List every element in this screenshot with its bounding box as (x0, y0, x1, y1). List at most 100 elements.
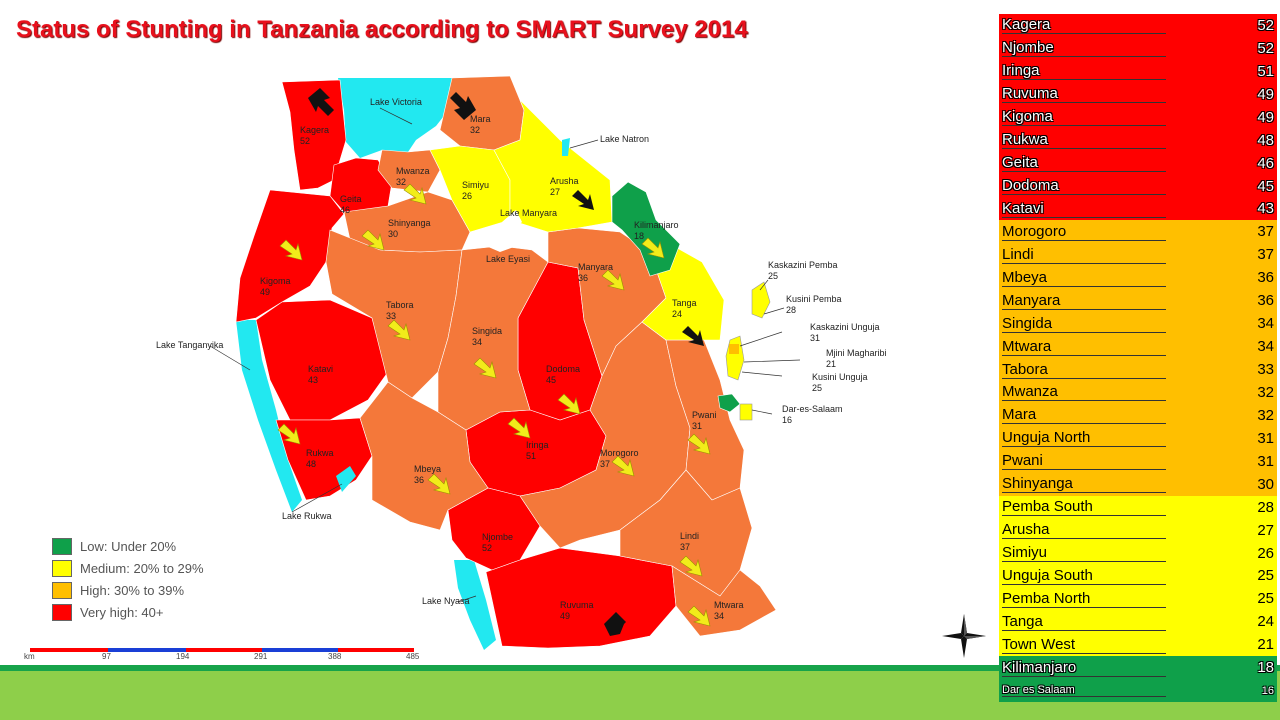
table-region-name: Unguja South (1002, 567, 1166, 585)
table-row: Tanga 24 (999, 610, 1277, 634)
label-kaskazini-pemba: Kaskazini Pemba 25 (768, 260, 838, 281)
table-region-value: 36 (1257, 269, 1274, 287)
table-region-name: Iringa (1002, 62, 1166, 81)
scale-label: km (24, 652, 35, 661)
arrow-down-right-icon (427, 473, 451, 495)
region-labels: Kagera 52 Mara 32 Mwanza 32 Geita 46 Simiyu 2… (260, 114, 744, 621)
scale-bar-labels: km 97 194 291 388 485 (24, 652, 424, 664)
table-row: Shinyanga 30 (999, 472, 1277, 496)
table-region-value: 49 (1257, 108, 1274, 126)
map-legend: Low: Under 20% Medium: 20% to 29% High: … (52, 535, 204, 623)
table-region-name: Njombe (1002, 39, 1166, 58)
table-row: Pemba South 28 (999, 495, 1277, 519)
table-region-value: 27 (1257, 521, 1274, 539)
label-katavi: Katavi 43 (308, 364, 333, 385)
region-mwanza (377, 149, 441, 193)
label-shinyanga: Shinyanga 30 (388, 218, 431, 239)
table-row: Unguja South 25 (999, 564, 1277, 588)
table-region-name: Pwani (1002, 452, 1166, 471)
black-arrows (308, 88, 704, 636)
label-mwanza: Mwanza 32 (396, 166, 430, 187)
table-region-name: Simiyu (1002, 544, 1166, 563)
table-region-name: Dar es Salaam (1002, 684, 1166, 698)
table-row: Dodoma 45 (999, 174, 1277, 198)
arrow-down-right-icon (473, 357, 497, 379)
table-region-value: 16 (1261, 684, 1274, 697)
table-row: Arusha 27 (999, 518, 1277, 542)
arrow-down-right-icon (687, 433, 711, 455)
dar-marker (739, 403, 753, 421)
label-arusha: Arusha 27 (550, 176, 579, 197)
region-ruvuma (485, 547, 677, 649)
label-geita: Geita 46 (340, 194, 362, 215)
arrow-down-right-icon (611, 455, 635, 477)
island-pemba (751, 281, 771, 319)
table-region-value: 25 (1257, 590, 1274, 608)
legend-swatch-medium (52, 559, 72, 577)
arrow-down-right-icon (450, 92, 476, 120)
label-pwani: Pwani 31 (692, 410, 717, 431)
yellow-arrows (277, 183, 711, 627)
legend-swatch-high (52, 581, 72, 599)
table-region-value: 28 (1257, 498, 1274, 516)
table-row: Town West 21 (999, 633, 1277, 657)
table-region-name: Mwanza (1002, 383, 1166, 402)
stunting-table: Kagera 52 Njombe 52 Iringa 51 Ruvuma 49 Kigoma 49… (999, 14, 1277, 703)
table-region-value: 32 (1257, 406, 1274, 424)
island-labels: Kaskazini Pemba 25 Kusini Pemba 28 Kaskazi… (768, 260, 887, 425)
compass-rose-icon (942, 614, 986, 658)
table-row: Rukwa 48 (999, 128, 1277, 152)
table-region-name: Singida (1002, 315, 1166, 333)
region-mbeya (359, 381, 489, 531)
region-katavi (255, 299, 389, 421)
table-region-value: 32 (1257, 383, 1274, 401)
region-singida (437, 245, 549, 431)
legend-label: Medium: 20% to 29% (80, 560, 204, 576)
table-region-name: Rukwa (1002, 131, 1166, 150)
table-region-name: Tanga (1002, 613, 1166, 631)
table-region-value: 52 (1257, 16, 1274, 34)
table-row: Pwani 31 (999, 449, 1277, 473)
scale-label: 388 (328, 652, 342, 661)
label-mtwara: Mtwara 34 (714, 600, 744, 621)
table-row: Mara 32 (999, 403, 1277, 427)
table-region-name: Manyara (1002, 292, 1166, 310)
arrow-down-right-icon (679, 555, 703, 577)
label-kusini-unguja: Kusini Unguja 25 (812, 372, 868, 393)
region-mara (439, 75, 525, 151)
label-mara: Mara 32 (470, 114, 491, 135)
label-lake-nyasa: Lake Nyasa (422, 596, 470, 606)
table-row: Kigoma 49 (999, 105, 1277, 129)
label-kaskazini-unguja: Kaskazini Unguja 31 (810, 322, 880, 343)
table-row: Tabora 33 (999, 358, 1277, 381)
scale-bar (30, 648, 414, 652)
label-rukwa: Rukwa 48 (306, 448, 334, 469)
scale-label: 291 (254, 652, 268, 661)
table-row: Pemba North 25 (999, 587, 1277, 611)
label-tabora: Tabora 33 (386, 300, 414, 321)
tanzania-stunting-map: Lake Victoria Lake Natron Lake Manyara L… (30, 75, 887, 652)
label-dodoma: Dodoma 45 (546, 364, 580, 385)
table-row: Njombe 52 (999, 36, 1277, 60)
table-region-value: 45 (1257, 177, 1274, 195)
table-region-name: Unguja North (1002, 429, 1166, 448)
table-region-name: Kigoma (1002, 108, 1166, 127)
table-row: Katavi 43 (999, 197, 1277, 221)
table-region-value: 34 (1257, 315, 1274, 333)
table-region-name: Morogoro (1002, 223, 1166, 241)
table-region-value: 33 (1257, 361, 1274, 379)
lake-tanganyika (236, 320, 302, 512)
label-njombe: Njombe 52 (482, 532, 513, 553)
region-lindi (619, 469, 753, 597)
table-region-value: 31 (1257, 429, 1274, 447)
legend-label: Very high: 40+ (80, 604, 164, 620)
arrow-down-right-icon (604, 612, 626, 636)
region-dar (717, 393, 741, 413)
table-row: Dar es Salaam 16 (999, 679, 1277, 703)
label-singida: Singida 34 (472, 326, 502, 347)
table-row: Mbeya 36 (999, 266, 1277, 290)
label-iringa: Iringa 51 (526, 440, 549, 461)
label-lake-tanganyika: Lake Tanganyika (156, 340, 223, 350)
table-region-value: 48 (1257, 131, 1274, 149)
arrow-down-right-icon (641, 237, 665, 259)
